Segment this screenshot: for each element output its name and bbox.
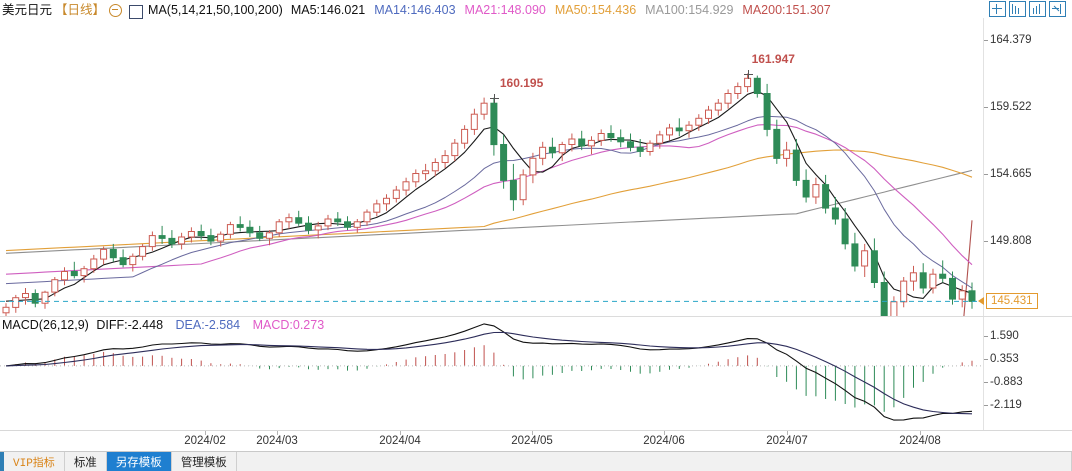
price-axis-tick: 149.808	[984, 235, 1032, 247]
macd-title: MACD(26,12,9)	[2, 318, 89, 332]
annotation-label: 160.195	[499, 75, 544, 90]
macd-diff-value: DIFF:-2.448	[96, 318, 164, 332]
chart-toolbar	[989, 1, 1066, 17]
tab-save-template[interactable]: 另存模板	[106, 452, 172, 471]
collapse-icon[interactable]	[109, 4, 123, 17]
tab-manage-template[interactable]: 管理模板	[172, 452, 237, 471]
date-axis-label: 2024/07	[766, 435, 808, 447]
date-axis-tick	[205, 431, 206, 435]
price-axis-tick: 164.379	[984, 34, 1032, 46]
date-axis-tick	[277, 431, 278, 435]
period-label: 【日线】	[55, 2, 106, 17]
chart-header: 美元日元 【日线】 MA(5,14,21,50,100,200) MA5:146…	[0, 0, 1072, 19]
tab-vip-indicators[interactable]: VIP指标	[4, 452, 65, 471]
date-axis-label: 2024/03	[256, 435, 298, 447]
last-price-badge: 145.431	[986, 293, 1038, 310]
date-axis-tick	[400, 431, 401, 435]
macd-dea-value: DEA:-2.584	[175, 318, 241, 332]
last-price-arrow	[978, 297, 984, 306]
indicator-name: MA(5,14,21,50,100,200)	[148, 2, 283, 17]
annotation-label: 161.947	[751, 51, 795, 66]
macd-axis[interactable]: 1.590 0.353 -0.883 -2.119	[983, 317, 1072, 430]
annotation-marker	[743, 69, 753, 79]
ma21-value: MA21:148.090	[464, 2, 546, 17]
symbol-name: 美元日元	[2, 2, 53, 17]
template-tabbar: VIP指标 标准 另存模板 管理模板	[0, 451, 1072, 471]
macd-pane[interactable]: MACD(26,12,9) DIFF:-2.448 DEA:-2.584 MAC…	[0, 317, 1072, 430]
date-axis-label: 2024/02	[184, 435, 226, 447]
macd-axis-tick: 0.353	[984, 353, 1019, 366]
candlestick-chart	[0, 73, 984, 316]
macd-header: MACD(26,12,9) DIFF:-2.448 DEA:-2.584 MAC…	[2, 318, 324, 332]
date-axis-label: 2024/05	[511, 435, 553, 447]
price-axis[interactable]: 164.379 159.522 154.665 149.808 145.431	[978, 18, 1072, 316]
jump-right-icon[interactable]	[1049, 1, 1066, 17]
macd-axis-tick: -2.119	[984, 399, 1022, 412]
ma200-value: MA200:151.307	[742, 2, 831, 17]
date-axis-tick	[787, 431, 788, 435]
date-axis-label: 2024/06	[643, 435, 685, 447]
price-axis-tick: 159.522	[984, 101, 1032, 113]
date-axis-label: 2024/04	[379, 435, 421, 447]
price-axis-tick: 154.665	[984, 168, 1032, 180]
date-axis-tick	[532, 431, 533, 435]
indicator-icon[interactable]	[129, 4, 144, 19]
tabbar-edge-marker	[0, 452, 4, 471]
annotation-marker	[489, 93, 499, 103]
bars-right-icon[interactable]	[1029, 1, 1046, 17]
macd-plot-area[interactable]	[0, 317, 984, 430]
macd-chart	[0, 323, 984, 421]
tabbar-filler	[237, 452, 1072, 471]
ma100-value: MA100:154.929	[645, 2, 734, 17]
macd-hist-value: MACD:0.273	[252, 318, 325, 332]
ma14-value: MA14:146.403	[374, 2, 456, 17]
date-axis-label: 2024/08	[899, 435, 941, 447]
tab-standard[interactable]: 标准	[65, 452, 107, 471]
ma50-value: MA50:154.436	[554, 2, 637, 17]
crosshair-icon[interactable]	[989, 1, 1006, 17]
bars-left-icon[interactable]	[1009, 1, 1026, 17]
macd-axis-tick: -0.883	[984, 376, 1023, 389]
macd-axis-tick: 1.590	[984, 330, 1019, 343]
date-axis: 2024/02 2024/03 2024/04 2024/05 2024/06 2024/…	[0, 430, 1072, 451]
date-axis-tick	[920, 431, 921, 435]
date-axis-tick	[664, 431, 665, 435]
ma5-value: MA5:146.021	[290, 2, 366, 17]
